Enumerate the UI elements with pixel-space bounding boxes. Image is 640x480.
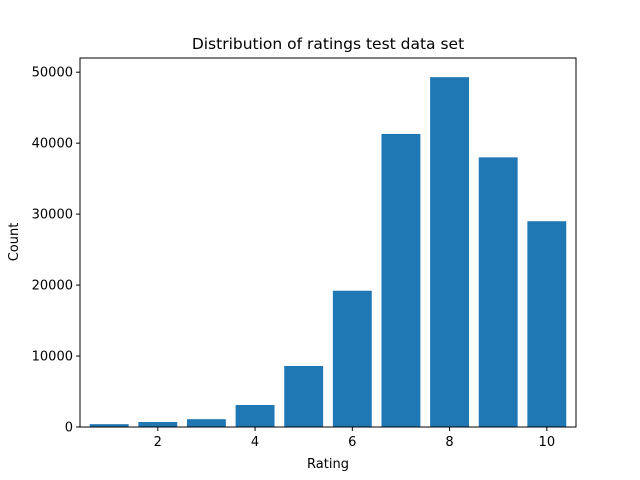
plot-frame bbox=[79, 57, 577, 428]
bar-rating-5 bbox=[284, 365, 324, 427]
y-axis-title: Count bbox=[7, 223, 22, 262]
x-axis-title: Rating bbox=[307, 457, 349, 472]
y-tick-label: 20000 bbox=[32, 279, 73, 294]
bar-rating-4 bbox=[235, 405, 275, 427]
y-tick-label: 30000 bbox=[32, 208, 73, 223]
x-tick-label: 10 bbox=[539, 435, 556, 450]
bar-rating-6 bbox=[332, 290, 372, 427]
bar-rating-3 bbox=[186, 419, 226, 427]
bar-rating-9 bbox=[478, 157, 518, 427]
y-tick-label: 0 bbox=[65, 421, 73, 436]
bar-rating-7 bbox=[381, 133, 421, 427]
y-tick-label: 50000 bbox=[32, 66, 73, 81]
x-axis-ticks: 2 4 6 8 10 bbox=[154, 427, 555, 450]
bar-rating-8 bbox=[430, 77, 470, 427]
bar-rating-1 bbox=[89, 424, 129, 427]
x-tick-label: 8 bbox=[445, 435, 453, 450]
y-axis-ticks: 0 10000 20000 30000 40000 50000 bbox=[32, 66, 80, 436]
chart-title: Distribution of ratings test data set bbox=[192, 35, 464, 53]
x-tick-label: 4 bbox=[251, 435, 259, 450]
bar-rating-2 bbox=[138, 422, 178, 427]
x-tick-label: 6 bbox=[348, 435, 356, 450]
x-tick-label: 2 bbox=[154, 435, 162, 450]
y-tick-label: 10000 bbox=[32, 350, 73, 365]
y-tick-label: 40000 bbox=[32, 137, 73, 152]
bars-group bbox=[89, 77, 567, 427]
bar-rating-10 bbox=[527, 221, 567, 427]
